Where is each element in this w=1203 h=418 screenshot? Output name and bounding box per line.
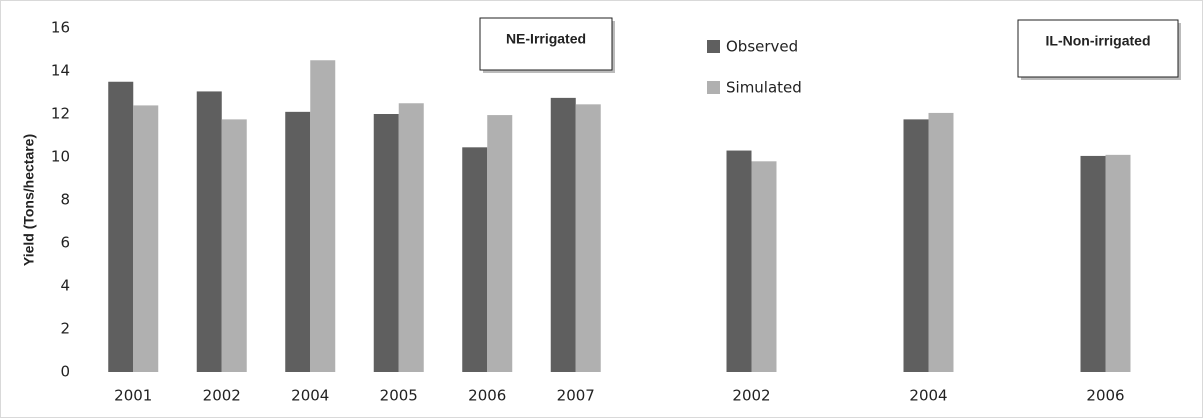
y-tick-label: 4 — [60, 277, 70, 295]
bar — [1080, 155, 1106, 372]
bar — [903, 119, 929, 372]
x-tick-label: 2006 — [1086, 387, 1124, 405]
bar — [575, 104, 601, 372]
y-tick-label: 10 — [51, 148, 70, 166]
x-tick-label: 2005 — [380, 387, 418, 405]
x-tick-label: 2007 — [557, 387, 595, 405]
x-tick-label: 2001 — [114, 387, 152, 405]
y-axis-label: Yield (Tons/hectare) — [21, 134, 37, 266]
annotation-box — [1017, 19, 1179, 78]
y-tick-label: 14 — [51, 62, 70, 80]
bar — [928, 112, 954, 373]
bar — [1105, 154, 1131, 372]
bar — [751, 161, 777, 372]
bar — [133, 105, 159, 373]
bar — [285, 111, 311, 372]
x-tick-label: 2006 — [468, 387, 506, 405]
y-tick-label: 6 — [60, 234, 70, 252]
bar — [196, 91, 222, 373]
bar — [462, 147, 488, 372]
annotation-box — [479, 17, 613, 71]
legend-swatch — [707, 40, 720, 53]
x-tick-label: 2002 — [203, 387, 241, 405]
bar — [487, 115, 513, 372]
y-tick-label: 2 — [60, 320, 70, 338]
bar — [310, 60, 336, 372]
y-tick-label: 8 — [60, 191, 70, 209]
bar — [373, 114, 399, 372]
bar — [726, 150, 752, 372]
legend-label: Observed — [726, 38, 798, 56]
y-tick-label: 16 — [51, 19, 70, 37]
y-tick-label: 0 — [60, 363, 70, 381]
x-tick-label: 2004 — [291, 387, 329, 405]
annotation: NE-Irrigated — [506, 31, 586, 47]
bar — [398, 103, 424, 372]
x-tick-label: 2004 — [909, 387, 947, 405]
legend-label: Simulated — [726, 79, 802, 97]
legend-swatch — [707, 81, 720, 94]
y-tick-label: 12 — [51, 105, 70, 123]
bar — [550, 97, 576, 372]
bar — [108, 81, 134, 372]
x-tick-label: 2002 — [732, 387, 770, 405]
bar — [221, 119, 247, 372]
annotation: IL-Non-irrigated — [1046, 33, 1151, 49]
